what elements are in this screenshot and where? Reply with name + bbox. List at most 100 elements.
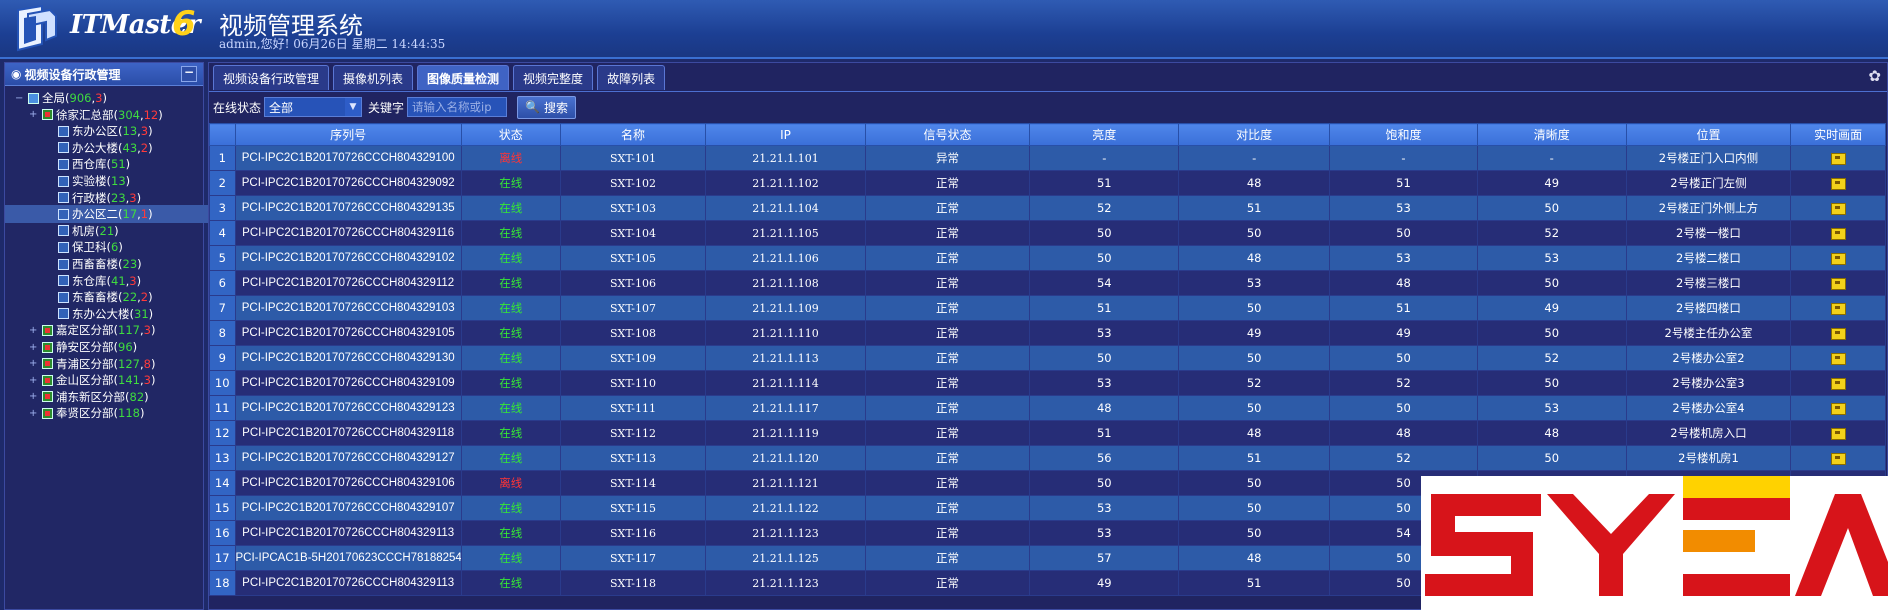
- table-row[interactable]: 5 PCI-IPC2C1B20170726CCCH804329102 在线 SXT-1…: [209, 245, 1886, 271]
- live-view-cell: [1790, 420, 1886, 446]
- tree-item[interactable]: + 徐家汇总部(304, 12): [5, 106, 163, 124]
- tree-item[interactable]: 行政楼(23, 3): [5, 189, 141, 207]
- tree-item[interactable]: 机房(21): [5, 222, 119, 240]
- live-view-icon[interactable]: [1830, 177, 1846, 190]
- tree-count-paren: ): [136, 273, 142, 288]
- tree-item[interactable]: 东办公区(13, 3): [5, 122, 153, 140]
- live-view-icon[interactable]: [1830, 377, 1846, 390]
- table-row[interactable]: 2 PCI-IPC2C1B20170726CCCH804329092 在线 SXT-1…: [209, 170, 1886, 196]
- ip-address-cell: 21.21.1.110: [705, 320, 866, 346]
- status-cell: 在线: [460, 170, 561, 196]
- tree-item-label: 办公大楼: [72, 140, 118, 155]
- expand-icon[interactable]: +: [29, 324, 38, 336]
- tab-0[interactable]: 视频设备行政管理: [213, 65, 330, 90]
- tree-item[interactable]: 西畜畜楼(23): [5, 255, 142, 273]
- live-view-icon[interactable]: [1830, 252, 1846, 265]
- column-header[interactable]: 清晰度: [1476, 123, 1627, 146]
- column-header[interactable]: IP: [705, 123, 866, 146]
- row-index-cell: 12: [209, 420, 236, 446]
- column-header[interactable]: [209, 123, 236, 146]
- table-row[interactable]: 3 PCI-IPC2C1B20170726CCCH804329135 在线 SXT-1…: [209, 195, 1886, 221]
- expand-icon[interactable]: +: [29, 407, 38, 419]
- expand-icon[interactable]: +: [29, 109, 38, 121]
- tree-item[interactable]: + 金山区分部(141, 3): [5, 371, 155, 389]
- status-select[interactable]: 全部 ▼: [264, 97, 363, 117]
- tree-item[interactable]: 东畜畜楼(22, 2): [5, 288, 153, 306]
- table-row[interactable]: 13 PCI-IPC2C1B20170726CCCH804329127 在线 SXT-…: [209, 445, 1886, 471]
- tab-2[interactable]: 图像质量检测: [417, 65, 510, 90]
- tree-item[interactable]: + 静安区分部(96): [5, 338, 137, 356]
- expand-icon[interactable]: +: [29, 391, 38, 403]
- building-icon: [42, 374, 53, 386]
- live-view-icon[interactable]: [1830, 227, 1846, 240]
- live-view-icon[interactable]: [1830, 452, 1846, 465]
- tree-item[interactable]: 东办公大楼(31): [5, 305, 153, 323]
- tree-item-label: 保卫科: [72, 240, 107, 255]
- serial-number-cell: PCI-IPC2C1B20170726CCCH804329103: [234, 295, 462, 321]
- tree-item[interactable]: − 全局(906, 3): [5, 89, 107, 107]
- building-icon: [42, 358, 53, 370]
- live-view-icon[interactable]: [1830, 352, 1846, 365]
- contrast-cell: 50: [1178, 470, 1331, 496]
- chevron-down-icon[interactable]: ▼: [345, 98, 362, 116]
- expand-icon[interactable]: +: [29, 341, 38, 353]
- column-header[interactable]: 位置: [1625, 123, 1792, 146]
- column-header[interactable]: 名称: [559, 123, 707, 146]
- live-view-icon[interactable]: [1830, 202, 1846, 215]
- camera-name-cell: SXT-114: [559, 470, 707, 496]
- table-row[interactable]: 1 PCI-IPC2C1B20170726CCCH804329100 离线 SXT-1…: [209, 145, 1886, 171]
- row-index-cell: 17: [209, 545, 236, 571]
- tree-item[interactable]: + 浦东新区分部(82): [5, 388, 149, 406]
- offline-count: 3: [129, 190, 137, 205]
- expand-icon[interactable]: −: [15, 92, 24, 104]
- table-row[interactable]: 12 PCI-IPC2C1B20170726CCCH804329118 在线 SXT-…: [209, 420, 1886, 446]
- keyword-input[interactable]: 请输入名称或ip: [407, 97, 508, 117]
- online-count: 13: [122, 124, 138, 139]
- tree-item[interactable]: 东仓库(41, 3): [5, 272, 141, 290]
- column-header[interactable]: 亮度: [1029, 123, 1180, 146]
- table-row[interactable]: 7 PCI-IPC2C1B20170726CCCH804329103 在线 SXT-1…: [209, 295, 1886, 321]
- live-view-icon[interactable]: [1830, 327, 1846, 340]
- live-view-icon[interactable]: [1830, 402, 1846, 415]
- table-row[interactable]: 4 PCI-IPC2C1B20170726CCCH804329116 在线 SXT-1…: [209, 220, 1886, 246]
- live-view-icon[interactable]: [1830, 152, 1846, 165]
- table-row[interactable]: 8 PCI-IPC2C1B20170726CCCH804329105 在线 SXT-1…: [209, 320, 1886, 346]
- gear-icon[interactable]: ✿: [1868, 67, 1881, 85]
- signal-status-cell: 正常: [864, 270, 1031, 296]
- tree-item[interactable]: + 奉贤区分部(118): [5, 404, 144, 422]
- tree-item[interactable]: 保卫科(6): [5, 238, 123, 256]
- tab-4[interactable]: 故障列表: [597, 65, 666, 90]
- column-header[interactable]: 对比度: [1178, 123, 1331, 146]
- column-header[interactable]: 信号状态: [864, 123, 1031, 146]
- logo-version: 6: [172, 4, 196, 44]
- tree-item[interactable]: 实验楼(13): [5, 172, 130, 190]
- table-row[interactable]: 11 PCI-IPC2C1B20170726CCCH804329123 在线 SXT-…: [209, 395, 1886, 421]
- tab-1[interactable]: 摄像机列表: [333, 65, 414, 90]
- signal-status-cell: 正常: [864, 195, 1031, 221]
- expand-icon[interactable]: +: [29, 374, 38, 386]
- table-row[interactable]: 9 PCI-IPC2C1B20170726CCCH804329130 在线 SXT-1…: [209, 345, 1886, 371]
- column-header[interactable]: 状态: [460, 123, 561, 146]
- search-button[interactable]: 🔍 搜索: [517, 95, 576, 119]
- tree-item[interactable]: 西仓库(51): [5, 155, 130, 173]
- camera-group-icon: [58, 308, 69, 320]
- tree-item[interactable]: 办公大楼(43, 2): [5, 139, 153, 157]
- ip-address-cell: 21.21.1.108: [705, 270, 866, 296]
- expand-icon[interactable]: +: [29, 358, 38, 370]
- serial-number-cell: PCI-IPC2C1B20170726CCCH804329092: [234, 170, 462, 196]
- tab-divider: [209, 91, 1887, 92]
- camera-name-cell: SXT-110: [559, 370, 707, 396]
- column-header[interactable]: 饱和度: [1329, 123, 1478, 146]
- collapse-button[interactable]: −: [181, 66, 197, 82]
- column-header[interactable]: 实时画面: [1790, 123, 1886, 146]
- tree-item[interactable]: 办公区二(17, 1): [5, 205, 254, 224]
- live-view-icon[interactable]: [1830, 302, 1846, 315]
- column-header[interactable]: 序列号: [234, 123, 462, 146]
- live-view-icon[interactable]: [1830, 277, 1846, 290]
- table-row[interactable]: 10 PCI-IPC2C1B20170726CCCH804329109 在线 SXT-…: [209, 370, 1886, 396]
- table-row[interactable]: 6 PCI-IPC2C1B20170726CCCH804329112 在线 SXT-1…: [209, 270, 1886, 296]
- tab-3[interactable]: 视频完整度: [513, 65, 594, 90]
- tree-item[interactable]: + 青浦区分部(127, 8): [5, 355, 155, 373]
- live-view-icon[interactable]: [1830, 427, 1846, 440]
- tree-item[interactable]: + 嘉定区分部(117, 3): [5, 321, 155, 339]
